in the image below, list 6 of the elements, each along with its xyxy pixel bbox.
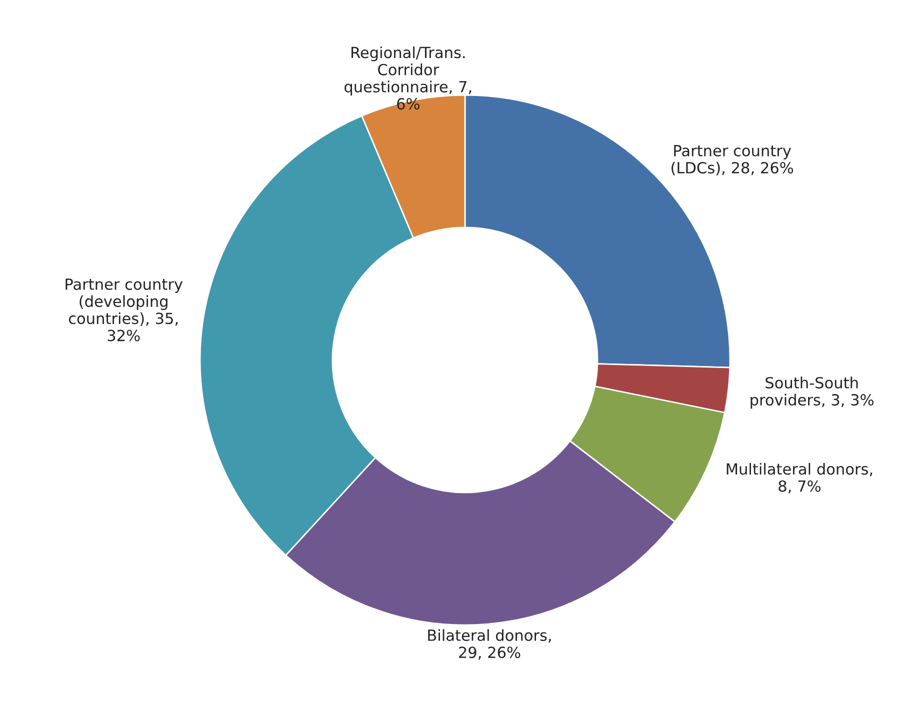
slice-label: Partner country (LDCs), 28, 26% xyxy=(672,145,794,176)
slice-label: Multilateral donors, 8, 7% xyxy=(726,462,872,494)
slice-label: South-South providers, 3, 3% xyxy=(750,376,874,409)
slice-label: Bilateral donors, 29, 26% xyxy=(428,629,551,660)
slice-label: Partner country (developing countries), 35, 32% xyxy=(66,278,183,342)
slice-label: Regional/Trans. Corridor questionnaire, 7, 6% xyxy=(344,46,472,110)
